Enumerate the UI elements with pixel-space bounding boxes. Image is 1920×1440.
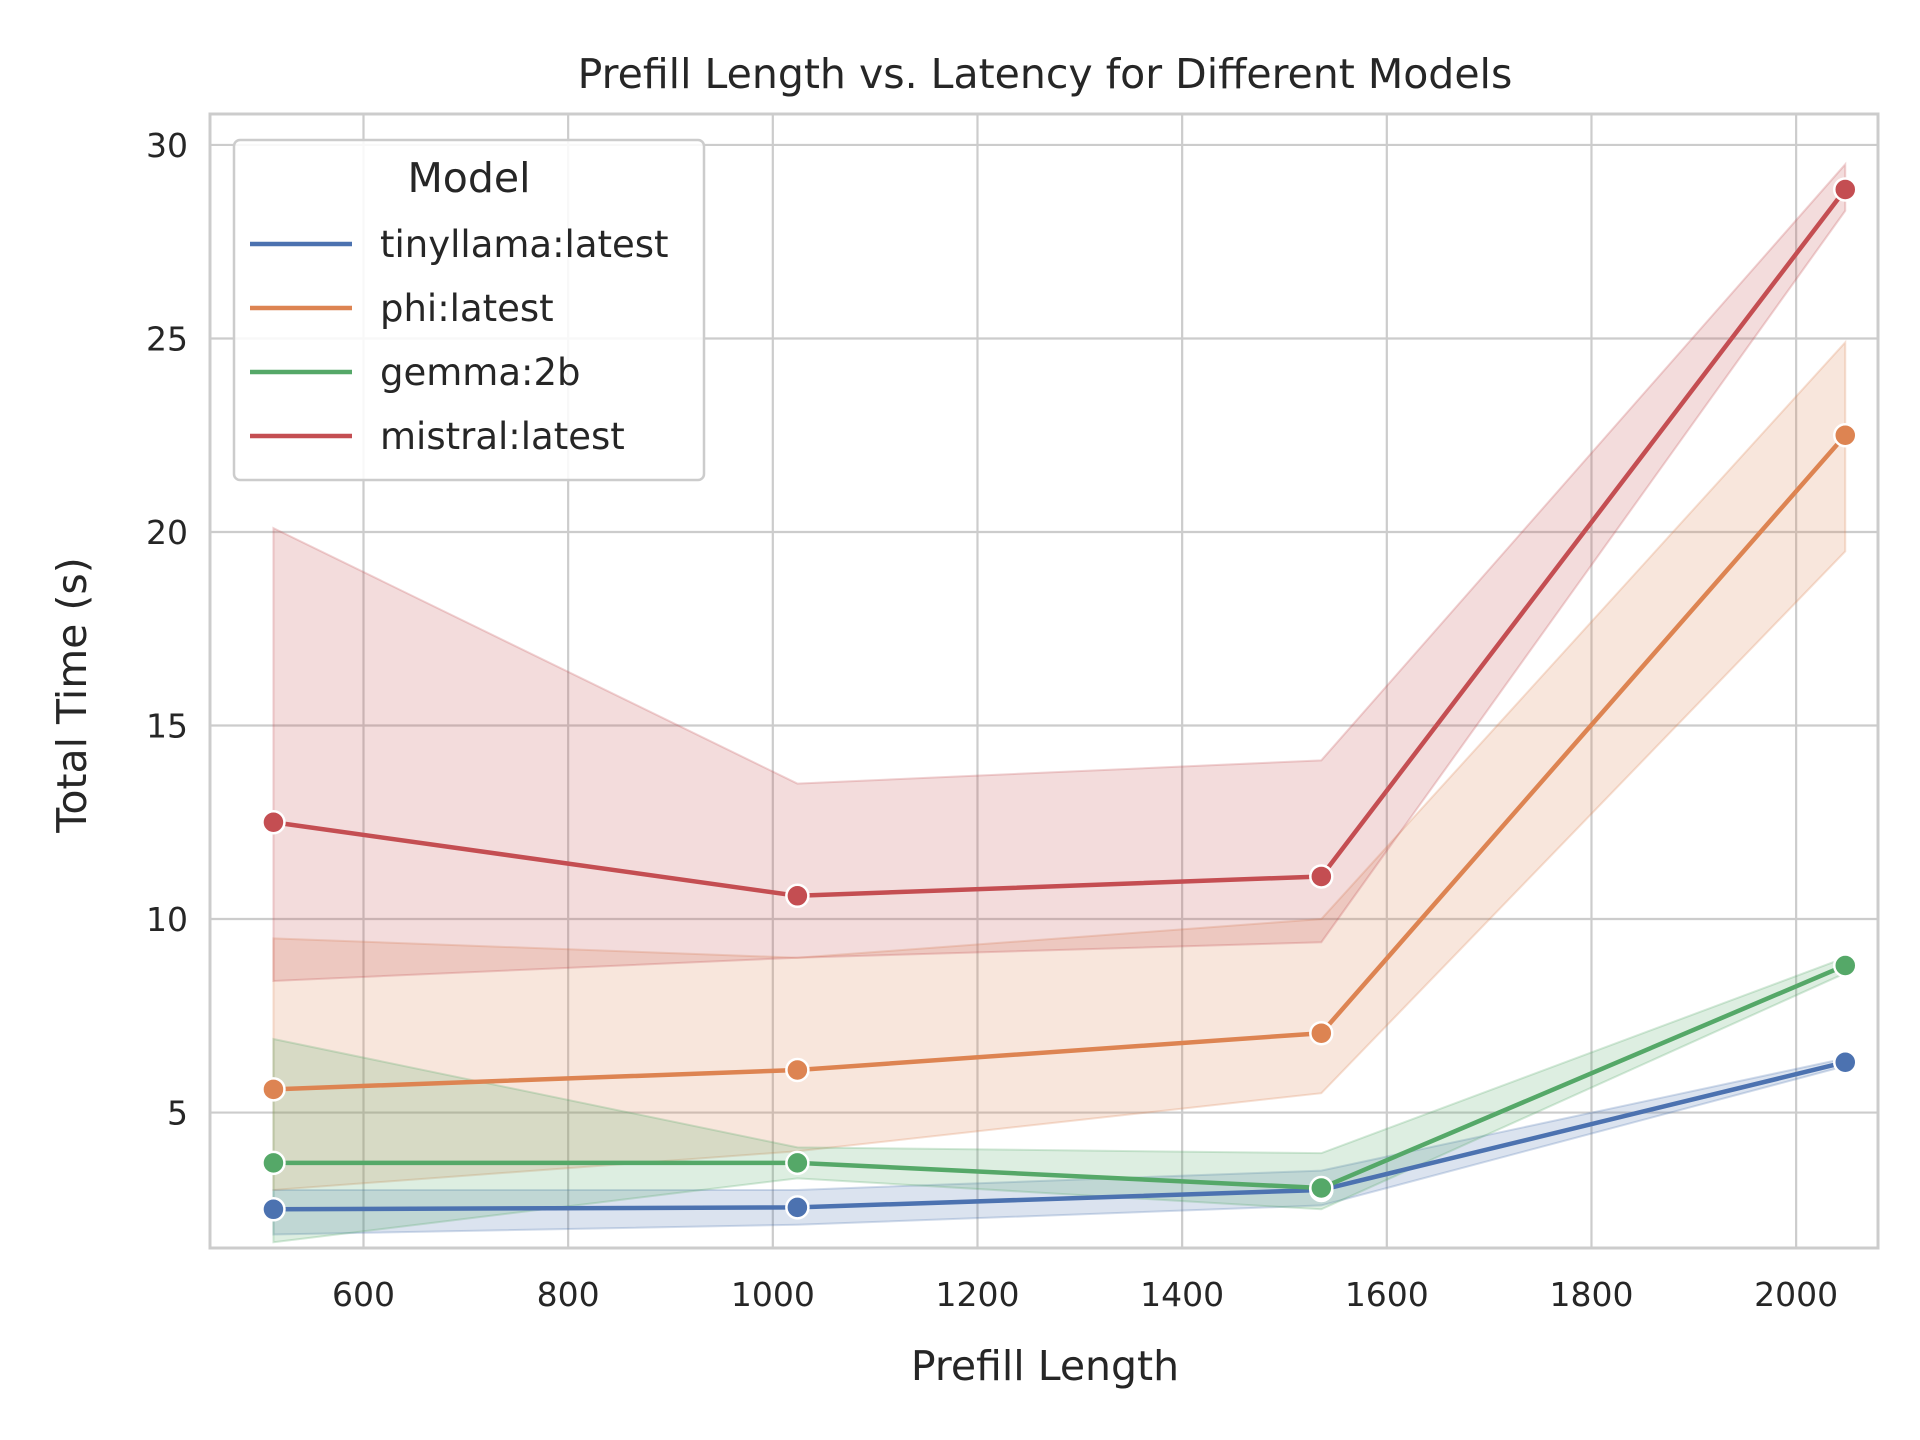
- x-axis-title: Prefill Length: [911, 1342, 1179, 1390]
- x-tick-label: 1400: [1140, 1275, 1224, 1314]
- data-point-mistral-latest: [785, 883, 810, 909]
- data-point-gemma-2b: [1833, 953, 1858, 978]
- data-point-tinyllama-latest: [261, 1197, 286, 1222]
- data-point-mistral-latest: [1833, 177, 1858, 202]
- x-tick-label: 1800: [1549, 1275, 1633, 1314]
- legend-box: [232, 138, 706, 482]
- legend-label: mistral:latest: [380, 415, 625, 458]
- data-point-gemma-2b: [1309, 1175, 1334, 1201]
- x-tick-label: 2000: [1754, 1275, 1838, 1314]
- data-point-phi-latest: [1833, 422, 1858, 448]
- data-point-gemma-2b: [261, 1150, 286, 1176]
- legend-label: phi:latest: [380, 287, 554, 330]
- confidence-bands: [272, 161, 1847, 1244]
- y-tick-labels: 5 10 15 20 25 30: [146, 126, 188, 1133]
- legend-label: gemma:2b: [380, 351, 581, 394]
- data-point-phi-latest: [785, 1057, 810, 1083]
- x-tick-label: 600: [332, 1275, 395, 1314]
- data-point-mistral-latest: [1309, 864, 1334, 889]
- x-tick-label: 1000: [731, 1275, 815, 1314]
- x-tick-label: 1200: [935, 1275, 1019, 1314]
- grid: [210, 114, 1878, 1248]
- ci-band-mistral-latest: [272, 161, 1847, 982]
- y-tick-label: 30: [146, 126, 188, 165]
- y-tick-label: 15: [146, 707, 188, 746]
- series-markers: [261, 177, 1858, 1222]
- legend-label: tinyllama:latest: [380, 223, 669, 266]
- legend-entries: tinyllama:latest phi:latest gemma:2b mistra…: [250, 223, 669, 458]
- y-tick-label: 25: [146, 319, 188, 358]
- legend: Model tinyllama:latest phi:latest gemma:2b…: [232, 138, 706, 482]
- series-line-gemma-2b: [273, 963, 1847, 1191]
- y-tick-label: 20: [146, 513, 188, 552]
- chart-title: Prefill Length vs. Latency for Different…: [578, 50, 1513, 98]
- data-point-tinyllama-latest: [1833, 1049, 1858, 1075]
- x-tick-label: 800: [537, 1275, 600, 1314]
- data-point-gemma-2b: [785, 1150, 810, 1176]
- series-line-tinyllama-latest: [273, 1060, 1846, 1212]
- data-point-mistral-latest: [261, 810, 286, 835]
- y-tick-label: 10: [146, 900, 188, 939]
- data-point-phi-latest: [261, 1077, 286, 1102]
- ci-band-phi-latest: [272, 339, 1847, 1192]
- data-point-tinyllama-latest: [785, 1195, 810, 1220]
- y-axis-title: Total Time (s): [48, 557, 96, 834]
- data-point-phi-latest: [1309, 1020, 1334, 1046]
- plot-frame: [208, 112, 1880, 1250]
- series-line-mistral-latest: [273, 188, 1848, 899]
- x-tick-labels: 600 800 1000 1200 1400 1600 1800 2000: [332, 1275, 1838, 1314]
- y-tick-label: 5: [167, 1094, 188, 1133]
- series-line-phi-latest: [273, 433, 1847, 1092]
- legend-title: Model: [407, 154, 530, 202]
- x-tick-label: 1600: [1345, 1275, 1429, 1314]
- series-lines: [273, 188, 1848, 1212]
